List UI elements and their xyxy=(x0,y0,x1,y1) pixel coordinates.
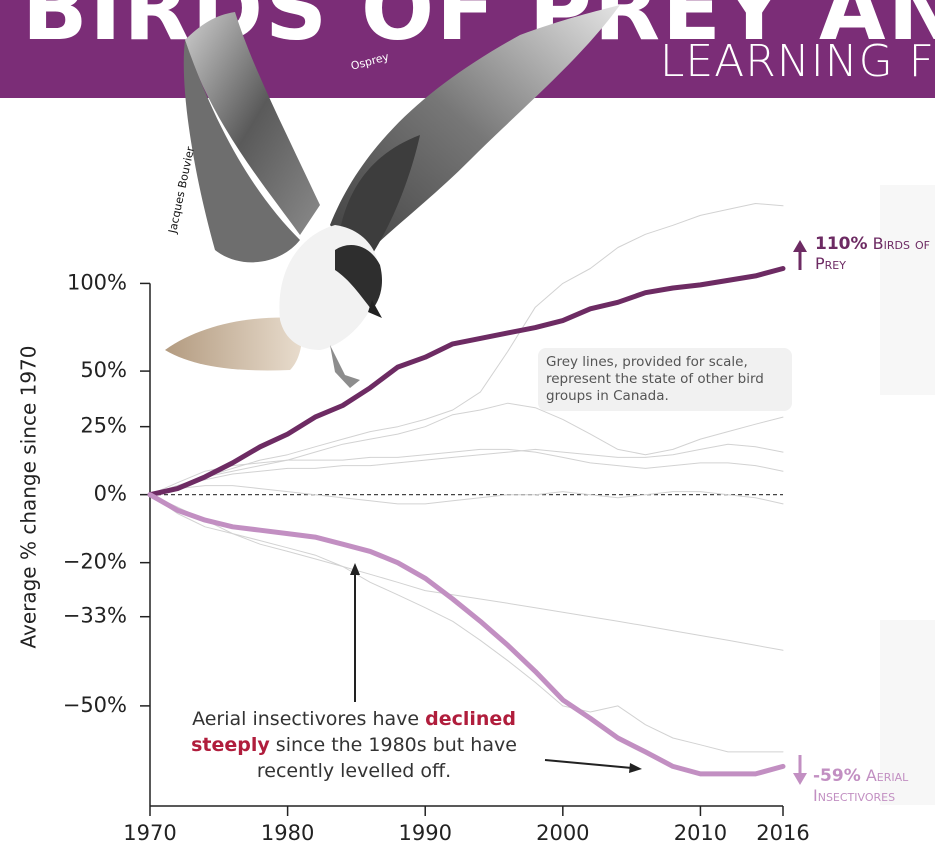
osprey-illustration: Osprey Jacques Bouvier xyxy=(165,5,620,388)
annotation: Aerial insectivores have declined steepl… xyxy=(176,706,532,784)
x-tick-label: 1980 xyxy=(261,821,314,845)
tail xyxy=(165,317,302,370)
end-label: 110% Birds of Prey xyxy=(815,234,935,273)
annotation-text: since the 1980s but have recently levell… xyxy=(257,734,517,782)
down-arrowhead xyxy=(793,773,807,785)
photo-caption: Osprey xyxy=(349,50,390,73)
y-axis-label: Average % change since 1970 xyxy=(17,345,41,648)
photo-credit: Jacques Bouvier xyxy=(166,145,197,235)
arrowhead xyxy=(629,763,642,773)
page: BIRDS OF PREY AND LEARNING F Average % c… xyxy=(0,0,935,850)
y-tick-label: 0% xyxy=(94,482,127,506)
talon xyxy=(330,345,360,388)
y-tick-label: −33% xyxy=(63,604,127,628)
x-tick-label: 1990 xyxy=(398,821,451,845)
y-tick-label: 100% xyxy=(67,270,127,294)
x-tick-label: 2016 xyxy=(756,821,809,845)
note: Grey lines, provided for scale, represen… xyxy=(538,348,792,411)
y-tick-label: 25% xyxy=(80,414,127,438)
arrow xyxy=(545,760,632,768)
x-tick-label: 2000 xyxy=(536,821,589,845)
y-tick-label: −50% xyxy=(63,693,127,717)
up-arrowhead xyxy=(793,240,807,252)
x-tick-label: 2010 xyxy=(674,821,727,845)
end-value: -59% xyxy=(813,766,861,786)
end-value: 110% xyxy=(815,234,868,254)
y-tick-label: 50% xyxy=(80,358,127,382)
reference-line xyxy=(150,403,783,495)
reference-line xyxy=(150,495,783,651)
x-tick-label: 1970 xyxy=(123,821,176,845)
end-arrows xyxy=(793,240,807,785)
annotation-text: Aerial insectivores have xyxy=(192,708,419,730)
end-label: -59% Aerial Insectivores xyxy=(813,766,935,805)
y-tick-label: −20% xyxy=(63,550,127,574)
